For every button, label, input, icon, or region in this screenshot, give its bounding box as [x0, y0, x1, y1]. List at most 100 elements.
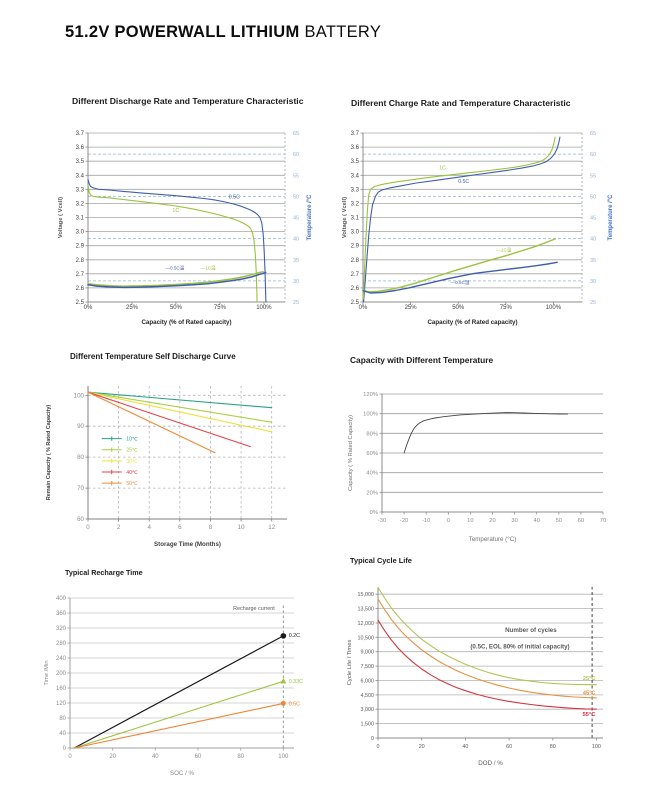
svg-text:Number of cycles: Number of cycles — [505, 627, 557, 634]
svg-text:50: 50 — [293, 194, 299, 200]
svg-text:0%: 0% — [84, 305, 93, 311]
svg-text:40: 40 — [152, 754, 159, 760]
svg-text:400: 400 — [56, 596, 67, 602]
svg-text:2.7: 2.7 — [76, 272, 85, 278]
svg-text:3.6: 3.6 — [76, 145, 85, 151]
svg-text:30: 30 — [511, 518, 517, 524]
svg-text:60: 60 — [77, 516, 84, 523]
svg-text:(0.5C, EOL 80% of initial capa: (0.5C, EOL 80% of initial capacity) — [470, 643, 569, 650]
chart-title-self-discharge: Different Temperature Self Discharge Cur… — [70, 352, 236, 361]
svg-text:3.1: 3.1 — [351, 216, 360, 222]
svg-text:320: 320 — [56, 626, 67, 632]
svg-text:1,500: 1,500 — [361, 722, 375, 728]
svg-text:20: 20 — [109, 754, 116, 760]
svg-text:60: 60 — [590, 152, 596, 158]
svg-text:3.1: 3.1 — [76, 216, 85, 222]
svg-text:6,000: 6,000 — [361, 679, 375, 685]
svg-text:25°C: 25°C — [583, 676, 596, 682]
svg-text:Voltage ( Vcell): Voltage ( Vcell) — [342, 197, 348, 238]
svg-text:35: 35 — [293, 258, 299, 264]
svg-text:55: 55 — [293, 173, 299, 179]
svg-text:80: 80 — [77, 454, 84, 461]
page-title-main: 51.2V POWERWALL LITHIUM — [65, 23, 300, 42]
svg-text:2.7: 2.7 — [351, 272, 360, 278]
svg-text:3.7: 3.7 — [351, 131, 360, 137]
svg-text:3.4: 3.4 — [351, 173, 360, 179]
svg-text:45°C: 45°C — [583, 691, 596, 697]
svg-text:30: 30 — [293, 279, 299, 285]
svg-text:Temperature /°C: Temperature /°C — [307, 194, 313, 241]
svg-text:10: 10 — [238, 524, 245, 531]
svg-text:DOD / %: DOD / % — [478, 760, 503, 767]
svg-text:60: 60 — [293, 152, 299, 158]
svg-text:0: 0 — [371, 736, 374, 742]
svg-text:60: 60 — [506, 744, 512, 750]
svg-text:70: 70 — [600, 518, 606, 524]
svg-text:2.6: 2.6 — [76, 286, 85, 292]
svg-text:60: 60 — [195, 754, 202, 760]
svg-text:20: 20 — [419, 744, 425, 750]
svg-text:100%: 100% — [546, 305, 562, 311]
svg-text:50%: 50% — [452, 305, 465, 311]
svg-text:120%: 120% — [363, 392, 378, 398]
svg-text:2.5: 2.5 — [76, 300, 85, 306]
svg-text:280: 280 — [56, 641, 67, 647]
svg-text:2.9: 2.9 — [351, 244, 360, 250]
svg-text:3.0: 3.0 — [76, 230, 85, 236]
svg-text:70: 70 — [77, 485, 84, 492]
svg-text:65: 65 — [293, 131, 299, 137]
svg-text:15,000: 15,000 — [358, 592, 375, 598]
svg-text:-30: -30 — [378, 518, 386, 524]
svg-text:100: 100 — [74, 392, 85, 399]
svg-text:4,500: 4,500 — [361, 693, 375, 699]
svg-text:—0.5C温: —0.5C温 — [451, 279, 470, 286]
svg-text:7,500: 7,500 — [361, 664, 375, 670]
svg-text:30℃: 30℃ — [126, 459, 138, 465]
chart-title-charge: Different Charge Rate and Temperature Ch… — [351, 98, 571, 108]
svg-text:60%: 60% — [366, 451, 378, 457]
chart-title-discharge: Different Discharge Rate and Temperature… — [72, 96, 304, 106]
svg-text:25%: 25% — [405, 305, 418, 311]
svg-text:25℃: 25℃ — [126, 448, 138, 454]
svg-text:40: 40 — [59, 731, 66, 737]
svg-text:45: 45 — [293, 216, 299, 222]
svg-text:100%: 100% — [363, 412, 378, 418]
svg-text:1C: 1C — [172, 208, 179, 214]
svg-text:—1C温: —1C温 — [201, 265, 216, 272]
svg-text:80: 80 — [237, 754, 244, 760]
svg-text:0.2C: 0.2C — [289, 633, 300, 639]
svg-text:3.5: 3.5 — [76, 159, 85, 165]
svg-text:100: 100 — [278, 754, 289, 760]
svg-text:35: 35 — [590, 258, 596, 264]
svg-text:Time /Min: Time /Min — [44, 660, 50, 685]
svg-text:60: 60 — [578, 518, 584, 524]
cycle-life-chart-canvas: 0 1,500 3,000 4,500 6,000 7,500 9,000 10,500 12,… — [347, 586, 603, 767]
svg-text:3.3: 3.3 — [351, 187, 360, 193]
svg-text:-10: -10 — [422, 518, 430, 524]
svg-text:65: 65 — [590, 131, 596, 137]
svg-text:2: 2 — [117, 524, 121, 531]
svg-text:Capacity (% of Rated capacity: Capacity (% of Rated capacity) — [427, 319, 517, 326]
self-discharge-chart-canvas: 60 70 80 90 100 0 2 4 6 8 10 12 Storage Time (Months… — [46, 386, 287, 548]
svg-text:8: 8 — [209, 524, 213, 531]
svg-text:40℃: 40℃ — [126, 470, 138, 476]
svg-text:6: 6 — [178, 524, 182, 531]
svg-text:12,000: 12,000 — [358, 621, 375, 627]
svg-text:0: 0 — [377, 744, 380, 750]
svg-text:75%: 75% — [500, 305, 513, 311]
svg-text:360: 360 — [56, 611, 67, 617]
svg-text:50: 50 — [590, 194, 596, 200]
svg-text:2.8: 2.8 — [351, 258, 360, 264]
svg-text:Storage Time (Months): Storage Time (Months) — [154, 541, 221, 548]
svg-text:3.0: 3.0 — [351, 230, 360, 236]
svg-text:—0.5C温: —0.5C温 — [165, 265, 184, 272]
svg-text:3.2: 3.2 — [351, 201, 360, 207]
svg-text:200: 200 — [56, 671, 67, 677]
svg-text:3.4: 3.4 — [76, 173, 85, 179]
svg-text:50℃: 50℃ — [126, 481, 138, 487]
capacity-temperature-chart-canvas: 0% 20% 40% 60% 80% 100% 120% -30 -20 -10 0 10 20 30 40… — [348, 392, 606, 543]
svg-text:0.33C: 0.33C — [289, 679, 303, 685]
svg-text:90: 90 — [77, 423, 84, 430]
page-title: 51.2V POWERWALL LITHIUM BATTERY — [65, 23, 381, 42]
svg-text:0.5C: 0.5C — [458, 179, 469, 185]
